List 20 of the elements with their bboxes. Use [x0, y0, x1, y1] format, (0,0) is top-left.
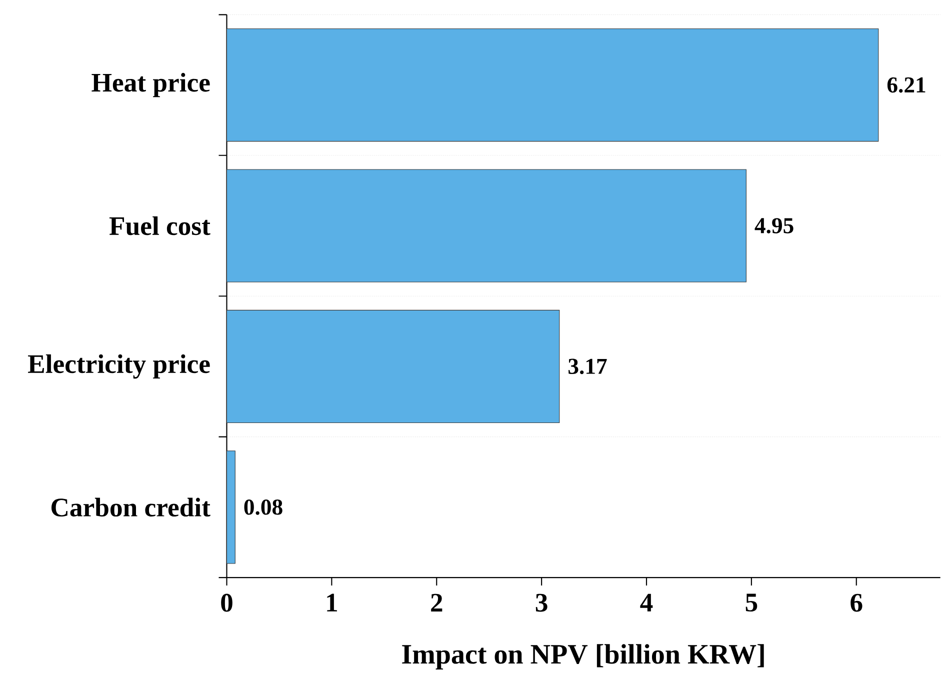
x-axis-title: Impact on NPV [billion KRW]: [402, 644, 764, 670]
y-tick-label: Electricity price: [28, 354, 210, 378]
bar: [226, 450, 236, 564]
x-tick-label: 0: [221, 594, 232, 612]
data-label: 4.95: [754, 218, 794, 234]
bar: [226, 310, 560, 423]
data-label: 0.08: [244, 499, 282, 515]
x-tick-label: 5: [746, 594, 758, 612]
y-tick-label: Fuel cost: [109, 216, 210, 236]
x-tick-label: 6: [850, 594, 862, 612]
y-tick-label: Heat price: [92, 72, 210, 98]
data-label: 6.21: [887, 77, 926, 93]
bar: [226, 28, 879, 142]
x-tick-label: 1: [327, 594, 337, 612]
bar: [226, 169, 746, 282]
x-tick-label: 4: [640, 594, 653, 612]
data-label: 3.17: [568, 358, 607, 374]
y-tick-label: Carbon credit: [51, 498, 210, 516]
x-tick-label: 3: [536, 594, 548, 612]
x-tick-label: 2: [431, 594, 442, 612]
